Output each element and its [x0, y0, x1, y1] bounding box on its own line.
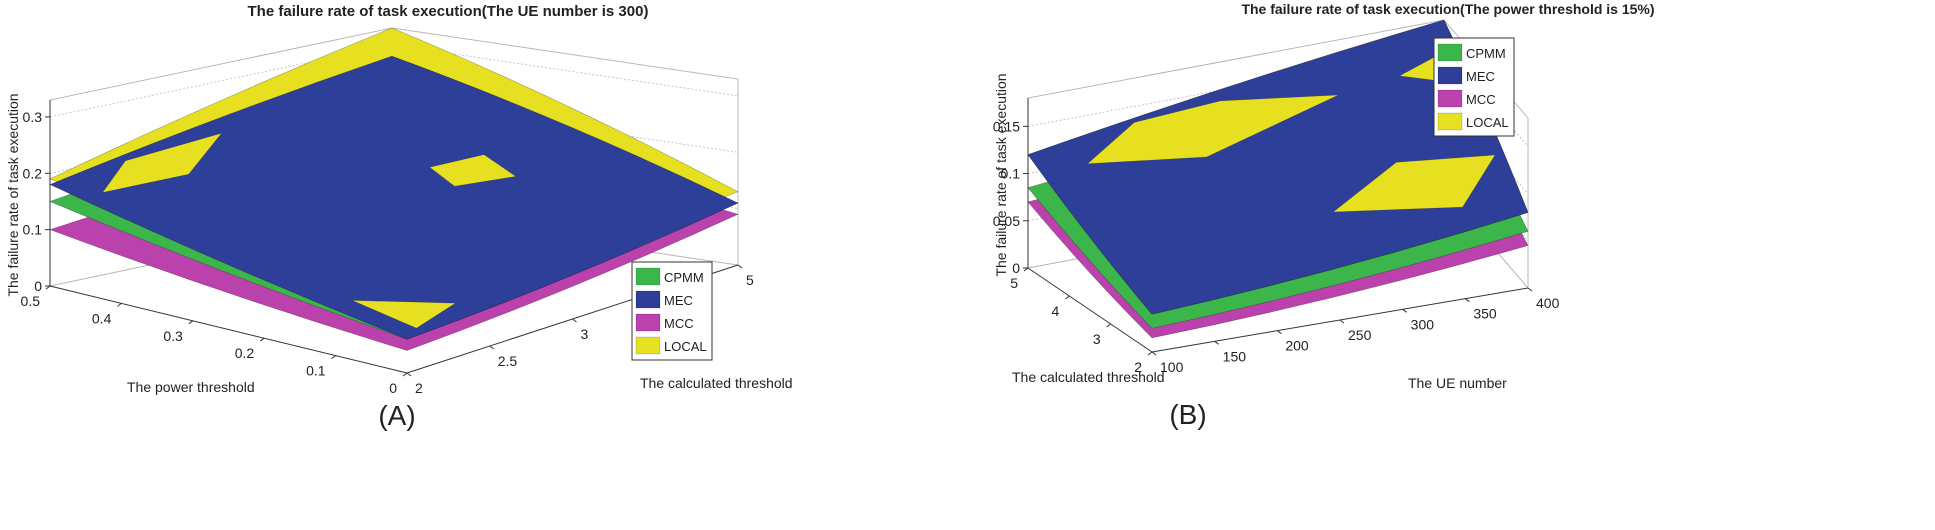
y-tick-label: 3 [581, 326, 589, 342]
x-tick [402, 372, 408, 377]
y-tick [489, 345, 495, 350]
legend-swatch-mcc [1437, 89, 1463, 108]
z-tick-label: 0 [1012, 260, 1020, 276]
y-tick-label: 400 [1536, 295, 1560, 311]
legend-label-mcc: MCC [664, 316, 694, 331]
legend: CPMM MEC MCC LOCAL [1433, 37, 1515, 137]
surface-mec [49, 55, 739, 340]
legend-swatch-local [635, 336, 661, 355]
legend-swatch-mcc [635, 313, 661, 332]
z-tick-label: 0.1 [23, 222, 43, 238]
surface-local-patch [1332, 154, 1496, 213]
z-tick-label: 0.3 [23, 109, 43, 125]
legend-label-local: LOCAL [664, 339, 707, 354]
legend-swatch-cpmm [1437, 43, 1463, 62]
legend-label-cpmm: CPMM [664, 270, 704, 285]
surfaces [1027, 19, 1529, 339]
z-tick-label: 0.05 [993, 213, 1020, 229]
z-tick-label: 0.2 [23, 165, 43, 181]
x-axis-line [49, 285, 408, 374]
surface-local-patch [352, 300, 457, 329]
y-tick-label: 2.5 [498, 353, 518, 369]
z-axis-label: The failure rate of task execution [993, 73, 1009, 276]
legend-label-mec: MEC [1466, 69, 1495, 84]
chart-panel-b: 5 4 3 2 100 150 200 250 300 350 400 0 0.05 0.1 0.15 The… [968, 0, 1935, 530]
y-tick [406, 372, 412, 377]
y-tick [1465, 298, 1470, 303]
z-tick-label: 0.1 [1001, 166, 1021, 182]
y-tick [1527, 287, 1533, 292]
x-tick-label: 5 [1010, 275, 1018, 291]
surface-mec [1027, 19, 1529, 315]
y-tick [1402, 308, 1407, 313]
y-tick [1277, 330, 1282, 335]
x-tick [259, 337, 265, 342]
x-axis-label: The power threshold [127, 379, 255, 395]
chart-title: The failure rate of task execution(The p… [1241, 1, 1654, 17]
y-tick [1339, 319, 1345, 324]
axes: 5 4 3 2 100 150 200 250 300 350 400 0 0.05 0.1 0.15 [993, 98, 1560, 375]
x-tick [331, 355, 336, 360]
panel-label: (A) [378, 400, 415, 431]
surface-local-patch [1086, 94, 1339, 165]
z-tick-label: 0 [34, 278, 42, 294]
y-tick [1151, 351, 1157, 356]
y-tick-label: 2 [415, 380, 423, 396]
y-tick-label: 5 [746, 272, 754, 288]
panel-label: (B) [1169, 399, 1206, 430]
legend-swatch-cpmm [635, 267, 661, 286]
legend-label-mcc: MCC [1466, 92, 1496, 107]
x-tick [117, 302, 122, 307]
z-axis-label: The failure rate of task execution [5, 93, 21, 296]
x-axis-line [1027, 267, 1153, 353]
x-tick-label: 0.5 [21, 293, 41, 309]
chart-title: The failure rate of task execution(The U… [248, 3, 649, 20]
y-tick-label: 200 [1285, 338, 1309, 354]
y-tick [1214, 340, 1219, 345]
surface-local-patch [429, 154, 517, 187]
legend: CPMM MEC MCC LOCAL [631, 261, 713, 361]
y-tick-label: 300 [1411, 316, 1435, 332]
x-tick-label: 2 [1134, 359, 1142, 375]
y-tick-label: 100 [1160, 359, 1184, 375]
x-axis-label: The calculated threshold [1012, 369, 1165, 385]
x-tick [1147, 351, 1153, 356]
surface-local-patch [102, 132, 223, 193]
x-tick-label: 0.1 [306, 363, 326, 379]
legend-label-local: LOCAL [1466, 115, 1509, 130]
x-tick [1106, 323, 1111, 328]
legend-label-mec: MEC [664, 293, 693, 308]
y-axis-label: The calculated threshold [640, 375, 793, 391]
legend-swatch-mec [635, 290, 661, 309]
legend-swatch-mec [1437, 66, 1463, 85]
x-tick [1065, 295, 1070, 300]
legend-label-cpmm: CPMM [1466, 46, 1506, 61]
x-tick-label: 3 [1093, 331, 1101, 347]
y-tick-label: 250 [1348, 327, 1372, 343]
y-tick [572, 318, 577, 323]
x-tick-label: 0 [389, 380, 397, 396]
x-tick [188, 320, 194, 325]
legend-swatch-local [1437, 112, 1463, 131]
x-tick-label: 0.4 [92, 310, 112, 326]
y-tick-label: 150 [1223, 348, 1247, 364]
y-axis-label: The UE number [1408, 375, 1507, 391]
y-tick [737, 264, 743, 269]
x-tick-label: 4 [1052, 303, 1060, 319]
y-tick-label: 350 [1473, 306, 1497, 322]
x-tick-label: 0.2 [235, 345, 255, 361]
surfaces [49, 27, 739, 351]
x-tick-label: 0.3 [163, 328, 183, 344]
z-tick-label: 0.15 [993, 118, 1020, 134]
